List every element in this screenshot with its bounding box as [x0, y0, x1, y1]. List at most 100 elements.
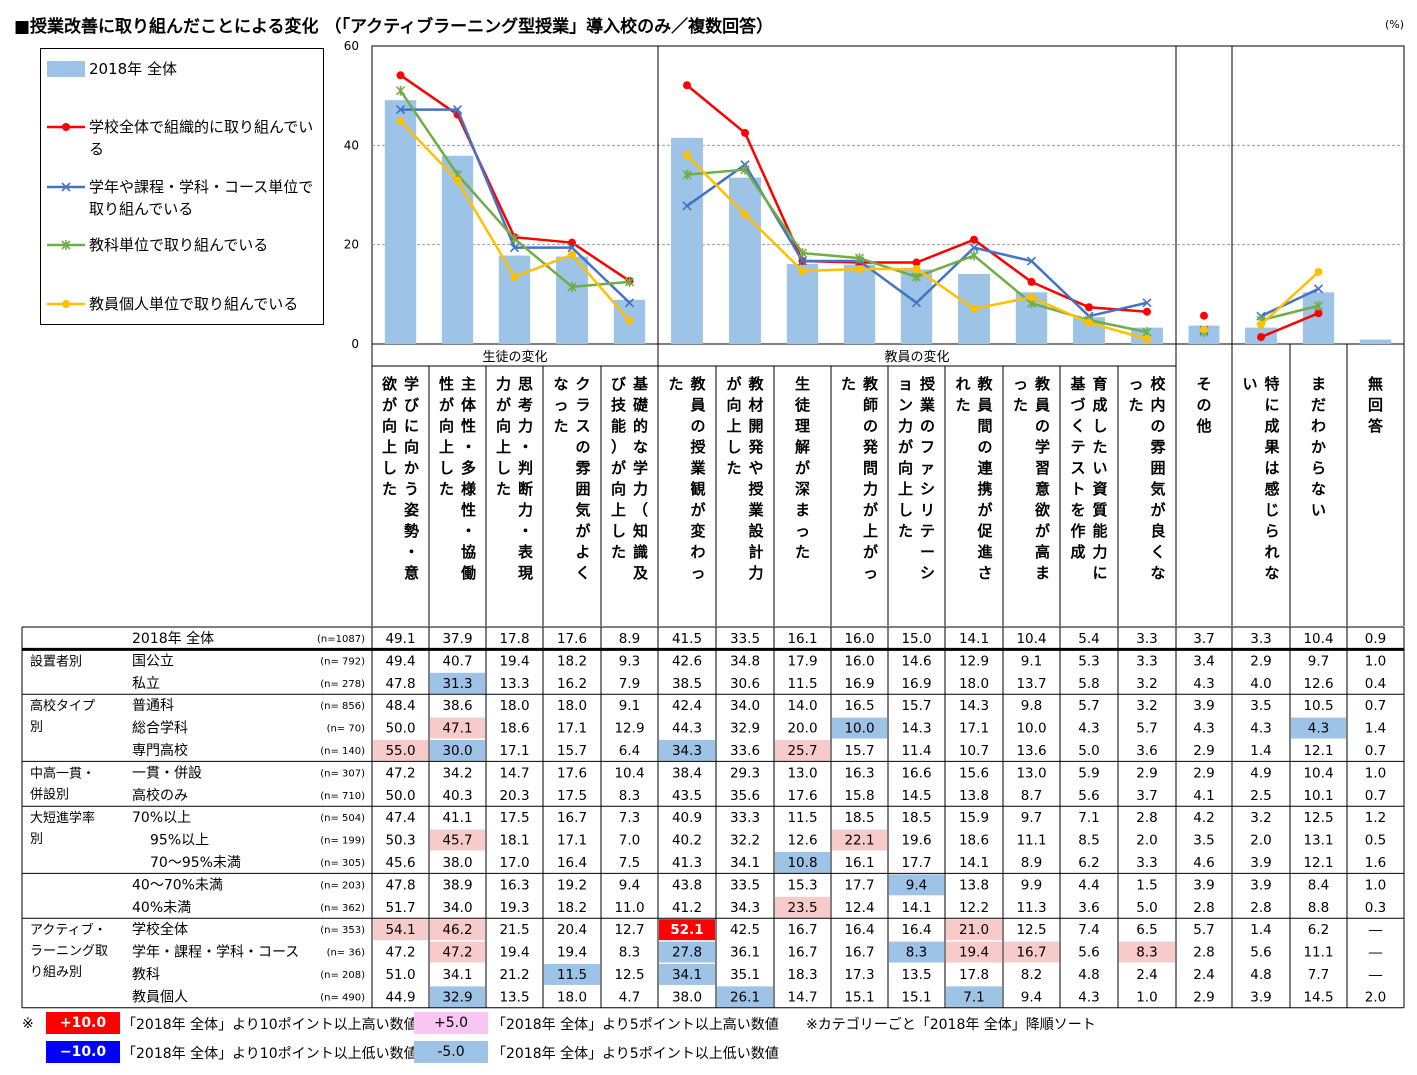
- data-point: [682, 201, 692, 211]
- category-label-char: 協: [461, 543, 476, 561]
- cell-value: 10.5: [1303, 698, 1333, 714]
- cell-value: 0.5: [1365, 833, 1386, 849]
- data-point: [1200, 325, 1208, 334]
- category-label-char: た: [382, 480, 397, 498]
- category-label-char: 授: [920, 375, 936, 393]
- cell-value: 8.3: [1136, 945, 1157, 961]
- category-label-char: 向: [439, 417, 454, 435]
- category-label-char: 力: [1092, 543, 1107, 561]
- cell-value: 47.1: [442, 721, 472, 737]
- category-label-char: ラ: [575, 396, 590, 414]
- cell-value: 10.4: [1303, 765, 1333, 781]
- category-label-char: ）: [611, 438, 626, 456]
- category-label-char: が: [726, 375, 742, 393]
- category-label-char: た: [1013, 396, 1028, 414]
- legend-label: 学校全体で組織的に取り組んでいる: [89, 118, 314, 158]
- cell-value: 18.0: [959, 676, 989, 692]
- cell-value: 3.3: [1136, 855, 1157, 871]
- cell-value: 5.7: [1193, 922, 1214, 938]
- category-label-char: っ: [795, 522, 810, 540]
- category-label-char: 設: [748, 522, 764, 540]
- data-point: [912, 265, 921, 274]
- category-label-char: た: [553, 417, 568, 435]
- cell-value: 8.9: [1021, 855, 1042, 871]
- category-label-char: が: [611, 459, 627, 477]
- data-point: [1085, 303, 1093, 312]
- cell-value: 16.4: [557, 855, 587, 871]
- cell-highlight: [659, 941, 715, 963]
- cell-highlight: [1119, 941, 1175, 963]
- cell-value: 4.3: [1193, 721, 1214, 737]
- category-label-char: 気: [575, 501, 590, 519]
- row-n: (n= 353): [320, 925, 365, 936]
- category-label-char: っ: [690, 564, 705, 582]
- cell-value: 6.2: [1078, 855, 1099, 871]
- category-label-char: し: [611, 522, 626, 540]
- data-point: [854, 253, 865, 264]
- cell-highlight: [1291, 717, 1346, 739]
- row-n: (n= 278): [320, 679, 365, 690]
- cell-value: 42.5: [730, 922, 760, 938]
- cell-value: 42.6: [672, 653, 702, 669]
- data-point: [911, 271, 922, 282]
- cell-value: 16.1: [787, 631, 817, 647]
- category-label-char: く: [1150, 543, 1165, 561]
- cell-value: 16.7: [787, 922, 817, 938]
- data-point: [1143, 307, 1151, 316]
- category-label-char: い: [1092, 459, 1107, 477]
- category-label-char: ら: [1311, 459, 1326, 477]
- category-label-char: 間: [977, 417, 992, 435]
- cell-value: 5.8: [1078, 676, 1099, 692]
- category-label-char: た: [726, 459, 741, 477]
- row-label: 40%未満: [132, 900, 191, 916]
- cell-value: 7.0: [619, 833, 640, 849]
- cell-value: 12.1: [1303, 743, 1333, 759]
- cell-value: 8.9: [619, 631, 640, 647]
- category-label-char: が: [863, 501, 879, 519]
- category-label-char: 学: [404, 375, 419, 393]
- y-tick-label: 40: [344, 138, 359, 152]
- cell-value: 47.8: [385, 877, 415, 893]
- category-label-char: 成: [1070, 543, 1085, 561]
- cell-value: 18.2: [557, 900, 587, 916]
- cell-value: 21.5: [499, 922, 529, 938]
- row-group-label: り組み別: [30, 965, 82, 980]
- category-label-char: 成: [1264, 417, 1279, 435]
- series-line: [1260, 271, 1320, 326]
- cell-value: 3.2: [1136, 698, 1157, 714]
- category-label-char: く: [1070, 417, 1085, 435]
- cell-value: 12.5: [1303, 810, 1333, 826]
- cell-value: 45.6: [385, 855, 415, 871]
- cell-value: 18.5: [901, 810, 931, 826]
- cell-value: 17.1: [557, 721, 587, 737]
- category-label-char: っ: [553, 396, 568, 414]
- category-label-char: 思: [518, 375, 533, 393]
- category-label-char: 判: [518, 459, 533, 477]
- cell-value: 8.7: [1021, 788, 1042, 804]
- legend-lightblue-box: -5.0: [414, 1041, 488, 1063]
- category-label-char: 力: [898, 417, 913, 435]
- category-label-char: 力: [496, 375, 511, 393]
- cell-value: 16.4: [844, 922, 874, 938]
- category-label-char: 特: [1264, 375, 1279, 393]
- category-label-char: か: [1311, 438, 1326, 456]
- cell-value: 0.9: [1365, 631, 1386, 647]
- cell-value: 9.1: [1021, 653, 1042, 669]
- cell-value: 2.9: [1136, 765, 1157, 781]
- cell-highlight: [889, 941, 944, 963]
- category-label-char: た: [898, 522, 913, 540]
- category-label-char: 及: [633, 564, 649, 582]
- cell-value: 8.4: [1308, 877, 1329, 893]
- category-label-char: 上: [898, 480, 913, 498]
- category-label-char: 業: [689, 459, 706, 477]
- data-point: [395, 85, 406, 96]
- cell-highlight: [430, 672, 485, 694]
- cell-value: 19.4: [499, 653, 529, 669]
- cell-value: 8.2: [1021, 967, 1042, 983]
- cell-value: 45.7: [442, 833, 472, 849]
- cell-value: 11.1: [1016, 833, 1046, 849]
- y-tick-label: 20: [344, 238, 359, 252]
- category-label-char: た: [841, 375, 856, 393]
- cell-value: 13.1: [1303, 833, 1333, 849]
- bar: [729, 177, 761, 344]
